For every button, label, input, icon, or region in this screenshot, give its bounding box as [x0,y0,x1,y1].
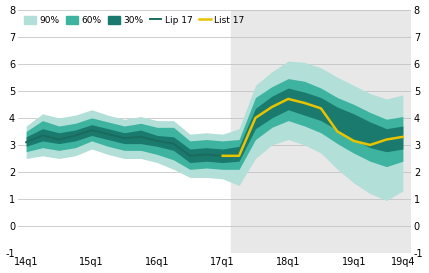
Bar [231,10,411,253]
Legend: 90%, 60%, 30%, Lip 17, List 17: 90%, 60%, 30%, Lip 17, List 17 [22,14,247,27]
